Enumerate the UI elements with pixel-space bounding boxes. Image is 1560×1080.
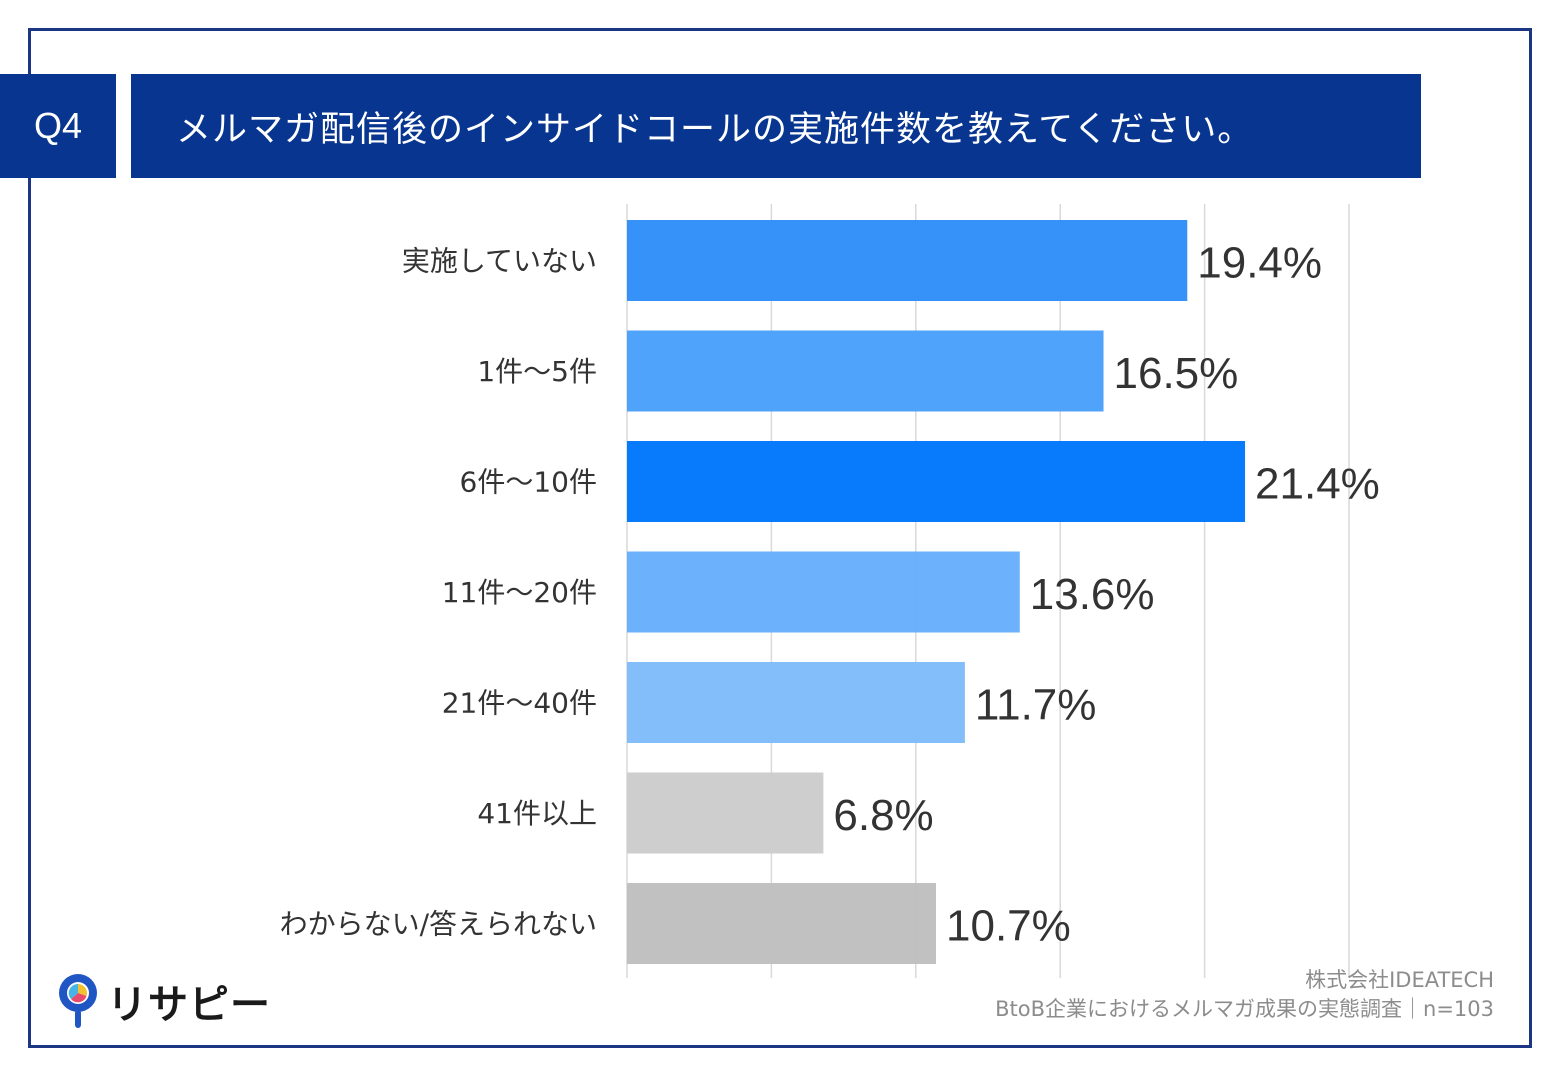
bar [627, 330, 1104, 412]
value-label: 11.7% [975, 681, 1097, 730]
source-credit: 株式会社IDEATECH BtoB企業におけるメルマガ成果の実態調査｜n=103 [995, 966, 1494, 1024]
logo-pin-icon [59, 974, 97, 1028]
category-label: 実施していない [402, 245, 597, 278]
category-label: 11件～20件 [442, 576, 597, 609]
bar [627, 883, 937, 964]
bar [627, 220, 1188, 301]
category-label: 21件～40件 [442, 687, 597, 720]
chart-frame [28, 28, 1532, 1048]
value-labels: 19.4% 16.5% 21.4% 13.6% 11.7% 6.8% 10.7% [833, 239, 1379, 951]
value-label: 10.7% [946, 902, 1071, 951]
bar [627, 662, 965, 743]
value-label: 19.4% [1197, 239, 1322, 288]
bar [627, 441, 1246, 522]
value-label: 21.4% [1255, 460, 1380, 509]
risapy-logo: リサピー [55, 972, 271, 1030]
value-label: 6.8% [833, 791, 933, 840]
question-badge: Q4 [0, 74, 116, 178]
category-label: 41件以上 [477, 797, 597, 830]
category-label: 6件～10件 [460, 466, 597, 499]
category-label: わからない/答えられない [280, 908, 597, 941]
source-survey: BtoB企業におけるメルマガ成果の実態調査｜n=103 [995, 997, 1494, 1021]
question-title: メルマガ配信後のインサイドコールの実施件数を教えてください。 [131, 74, 1421, 178]
category-labels: 実施していない 1件～5件 6件～10件 11件～20件 21件～40件 41件以上わから… [280, 245, 597, 941]
category-label: 1件～5件 [477, 355, 597, 388]
logo-text: リサピー [107, 982, 271, 1028]
bar [627, 551, 1020, 633]
value-label: 16.5% [1114, 349, 1239, 398]
bar [627, 772, 824, 854]
value-label: 13.6% [1030, 570, 1155, 619]
chart-bars [627, 220, 1246, 964]
source-company: 株式会社IDEATECH [1305, 968, 1494, 992]
